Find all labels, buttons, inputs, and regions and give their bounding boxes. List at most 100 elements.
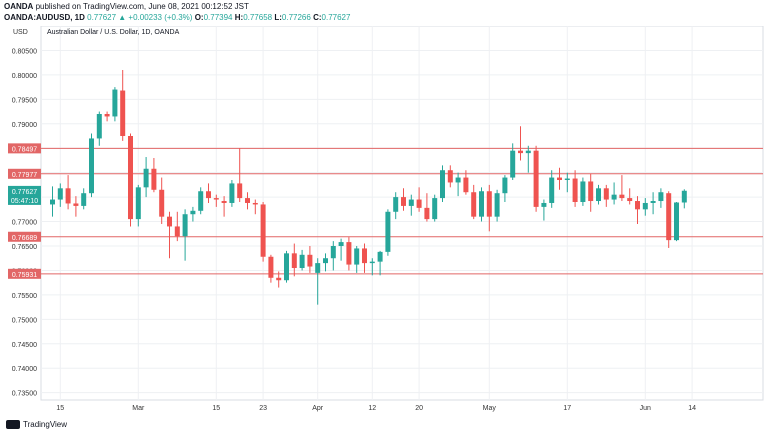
candle-body-down (159, 189, 165, 217)
candle-body-down (128, 136, 133, 220)
candle-body-up (564, 178, 570, 180)
candle-body-up (681, 190, 687, 203)
candle-body-down (518, 150, 523, 154)
y-tick-label: 0.75000 (12, 317, 37, 324)
candle-body-down (619, 194, 625, 199)
candle-body-down (362, 248, 367, 264)
currency-label: USD (13, 29, 28, 36)
chart-title: Australian Dollar / U.S. Dollar, 1D, OAN… (47, 29, 180, 36)
candle-body-up (315, 263, 321, 273)
candle-body-down (471, 192, 477, 217)
candle-body-up (330, 246, 336, 259)
candle-body-up (143, 168, 149, 188)
open-label: O: (194, 13, 204, 22)
open-value: 0.77394 (203, 13, 233, 22)
low-value: 0.77266 (281, 13, 311, 22)
x-tick-label: Mar (132, 405, 145, 412)
y-tick-label: 0.74000 (12, 366, 37, 373)
high-value: 0.77658 (243, 13, 273, 22)
candle-body-up (642, 202, 648, 210)
candle-body-down (104, 114, 110, 117)
symbol-label: OANDA:AUDUSD, 1D (4, 13, 85, 22)
high-label: H: (234, 13, 244, 22)
candle-body-up (611, 194, 617, 200)
candle-body-down (401, 197, 406, 206)
level-price-label: 0.75931 (12, 272, 37, 279)
candle-body-down (666, 193, 672, 241)
level-price-tag (8, 231, 41, 242)
candle-body-down (237, 183, 243, 199)
candle-body-down (424, 207, 430, 220)
candle-body-down (268, 256, 274, 278)
candle-body-down (120, 90, 126, 136)
candle-body-up (549, 177, 555, 203)
candle-body-down (73, 203, 79, 206)
candlestick-chart[interactable]: 0.805000.800000.795000.790000.785000.780… (0, 26, 768, 417)
candle-body-up (650, 201, 656, 203)
y-tick-label: 0.75500 (12, 293, 37, 300)
candle-body-up (198, 191, 204, 211)
candle-body-up (369, 261, 375, 264)
x-tick-label: May (483, 405, 497, 412)
x-tick-label: 14 (688, 405, 696, 412)
footer: TradingView (0, 417, 768, 435)
candle-body-up (502, 177, 508, 194)
y-tick-label: 0.73500 (12, 391, 37, 398)
low-label: L: (274, 13, 282, 22)
candle-body-up (229, 183, 235, 203)
candle-body-up (479, 191, 484, 217)
tradingview-brand: TradingView (23, 420, 68, 429)
y-tick-label: 0.79500 (12, 97, 37, 104)
candle-body-up (57, 188, 63, 200)
candle-body-down (291, 253, 297, 268)
x-tick-label: 23 (259, 405, 267, 412)
candle-body-down (627, 198, 633, 202)
candle-body-down (167, 216, 172, 227)
candle-body-down (572, 178, 578, 202)
y-tick-label: 0.79000 (12, 122, 37, 129)
candle-body-up (50, 199, 55, 205)
candle-body-up (182, 214, 188, 237)
x-tick-label: 15 (212, 405, 220, 412)
bar-countdown-label: 05:47:10 (11, 198, 38, 205)
candle-body-up (96, 114, 102, 139)
candle-body-up (408, 199, 414, 206)
x-tick-label: 17 (563, 405, 571, 412)
candle-body-down (486, 191, 492, 217)
tradingview-logo[interactable]: TradingView (6, 420, 67, 429)
level-price-label: 0.78497 (12, 146, 37, 153)
x-tick-label: 15 (56, 405, 64, 412)
candle-body-down (174, 226, 180, 237)
candle-body-up (190, 210, 196, 215)
candle-body-down (307, 254, 313, 267)
tradingview-logo-icon (6, 420, 20, 429)
y-tick-label: 0.76500 (12, 244, 37, 251)
y-tick-label: 0.77000 (12, 220, 37, 227)
candle-body-up (284, 253, 289, 281)
candle-body-up (135, 187, 141, 220)
candle-body-up (323, 258, 328, 264)
candle-body-down (588, 181, 594, 202)
broker-name: OANDA (4, 2, 34, 11)
publish-line: OANDA published on TradingView.com, June… (4, 2, 249, 12)
candle-body-up (432, 198, 438, 220)
candle-body-down (260, 204, 266, 257)
x-tick-label: 12 (368, 405, 376, 412)
candle-body-up (299, 254, 305, 268)
candle-body-down (65, 188, 71, 204)
candle-body-down (416, 199, 422, 208)
candle-body-up (658, 192, 664, 202)
x-tick-label: Jun (640, 405, 651, 412)
candle-body-down (447, 170, 453, 183)
chart-header: OANDA published on TradingView.com, June… (0, 0, 768, 26)
level-price-tag (8, 168, 41, 179)
x-tick-label: 20 (415, 405, 423, 412)
candle-body-up (440, 170, 445, 199)
candle-body-up (455, 177, 461, 183)
x-tick-label: Apr (312, 405, 324, 412)
candle-body-up (596, 188, 601, 202)
candle-body-down (346, 242, 352, 265)
candle-body-up (525, 150, 531, 154)
candle-body-up (81, 193, 87, 206)
candle-body-down (221, 201, 227, 203)
